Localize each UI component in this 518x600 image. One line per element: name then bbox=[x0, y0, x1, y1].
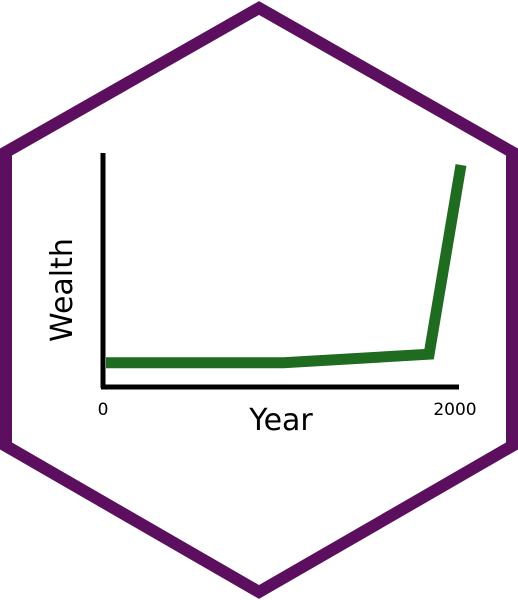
x-axis-label: Year bbox=[248, 403, 313, 438]
plot-area bbox=[106, 164, 467, 369]
x-tick-label-start: 0 bbox=[98, 400, 109, 420]
x-tick-label-end: 2000 bbox=[433, 400, 476, 420]
y-axis-label: Wealth bbox=[45, 238, 80, 342]
series-line-0 bbox=[106, 164, 467, 369]
